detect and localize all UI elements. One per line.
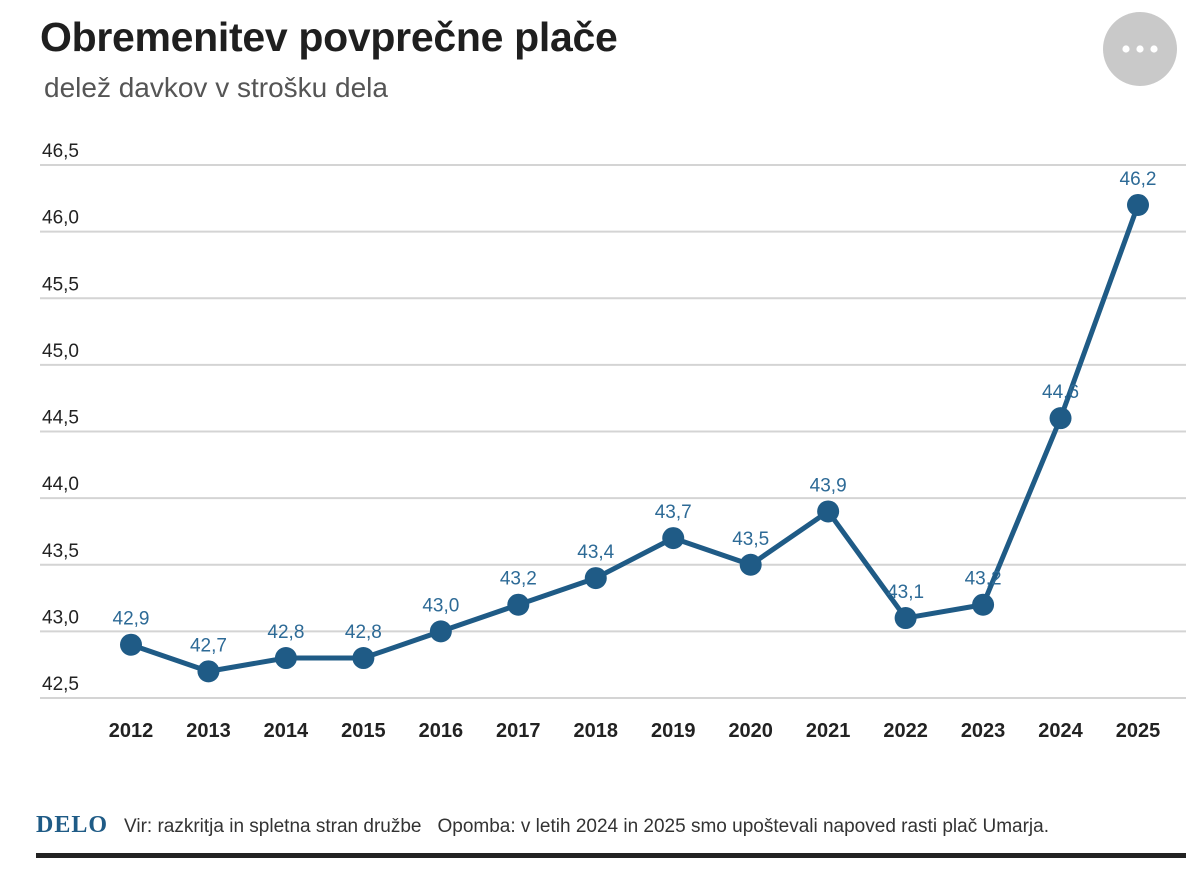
- y-tick-label: 43,0: [42, 607, 79, 628]
- data-label: 44,6: [1042, 382, 1079, 403]
- more-options-button[interactable]: [1103, 12, 1177, 86]
- data-point: [1127, 193, 1149, 216]
- data-point: [197, 660, 220, 683]
- x-tick-label: 2022: [883, 720, 928, 742]
- footer: DELO Vir: razkritja in spletna stran dru…: [36, 812, 1186, 842]
- x-tick-label: 2013: [186, 720, 231, 742]
- data-point: [817, 500, 840, 523]
- x-tick-label: 2012: [109, 720, 154, 742]
- series-line-segment: [205, 655, 289, 674]
- y-tick-label: 44,0: [42, 474, 79, 495]
- data-point: [352, 647, 375, 670]
- data-point: [894, 607, 917, 630]
- x-tick-label: 2019: [651, 720, 696, 742]
- y-tick-label: 43,5: [42, 541, 79, 562]
- y-axis-ticks: 42,5 43,0 43,5 44,0 44,5 45,0 45,5 46,0 46,5: [42, 141, 79, 695]
- y-tick-label: 46,5: [42, 141, 79, 162]
- data-label: 46,2: [1120, 169, 1157, 190]
- source-note: Vir: razkritja in spletna stran družbe: [124, 816, 422, 837]
- y-tick-label: 46,0: [42, 208, 79, 229]
- data-label: 42,8: [345, 622, 382, 643]
- series-lines: [128, 202, 1141, 674]
- series-line-segment: [980, 415, 1064, 608]
- x-tick-label: 2021: [806, 720, 851, 742]
- series-line-segment: [360, 628, 444, 661]
- data-label: 42,9: [113, 609, 150, 630]
- data-point: [274, 647, 297, 670]
- bottom-rule: [36, 853, 1186, 858]
- data-label: 43,1: [887, 582, 924, 603]
- data-point: [662, 527, 685, 550]
- x-tick-label: 2017: [496, 720, 541, 742]
- data-points: [120, 193, 1149, 683]
- series-line-segment: [438, 602, 521, 634]
- x-tick-label: 2023: [961, 720, 1006, 742]
- x-axis-ticks: 2012 2013 2014 2015 2016 2017 2018 2019 2020 2021…: [109, 720, 1161, 742]
- data-point: [584, 567, 607, 590]
- series-line-segment: [825, 508, 909, 621]
- data-label: 42,8: [267, 622, 304, 643]
- data-label: 43,9: [810, 475, 847, 496]
- data-point: [120, 633, 142, 656]
- data-label: 43,0: [422, 595, 459, 616]
- x-tick-label: 2015: [341, 720, 386, 742]
- x-tick-label: 2018: [574, 720, 619, 742]
- chart-subtitle: delež davkov v strošku dela: [44, 72, 388, 103]
- data-label: 43,2: [965, 569, 1002, 590]
- data-point: [972, 593, 995, 616]
- series-line-segment: [1058, 202, 1141, 421]
- chart-title: Obremenitev povprečne plače: [40, 14, 618, 60]
- series-line-segment: [515, 575, 599, 608]
- gridlines: [40, 164, 1186, 699]
- data-label: 43,2: [500, 569, 537, 590]
- data-label: 42,7: [190, 635, 227, 656]
- series-line-segment: [128, 642, 211, 674]
- more-horizontal-icon: [1122, 45, 1158, 53]
- series-line-segment: [593, 535, 676, 581]
- delo-logo: DELO: [36, 812, 109, 838]
- data-label: 43,5: [732, 529, 769, 550]
- x-tick-label: 2014: [264, 720, 309, 742]
- x-tick-label: 2024: [1038, 720, 1083, 742]
- y-tick-label: 45,5: [42, 274, 79, 295]
- data-labels: 42,9 42,7 42,8 42,8 43,0 43,2 43,4 43,7 43,5 43,9…: [113, 169, 1157, 656]
- x-tick-label: 2016: [419, 720, 464, 742]
- y-tick-label: 42,5: [42, 674, 79, 695]
- data-point: [739, 553, 762, 576]
- y-tick-label: 45,0: [42, 341, 79, 362]
- data-point: [1049, 407, 1072, 430]
- line-chart: 42,5 43,0 43,5 44,0 44,5 45,0 45,5 46,0 46,5 201…: [40, 141, 1186, 742]
- data-label: 43,7: [655, 502, 692, 523]
- series-line-segment: [670, 535, 754, 568]
- series-line-segment: [748, 508, 831, 568]
- data-label: 43,4: [577, 542, 614, 563]
- y-tick-label: 44,5: [42, 408, 79, 429]
- x-tick-label: 2020: [728, 720, 773, 742]
- series-line-segment: [903, 602, 986, 621]
- footnote: Opomba: v letih 2024 in 2025 smo upoštev…: [437, 816, 1049, 837]
- data-point: [507, 593, 530, 616]
- x-tick-label: 2025: [1116, 720, 1161, 742]
- data-point: [429, 620, 452, 643]
